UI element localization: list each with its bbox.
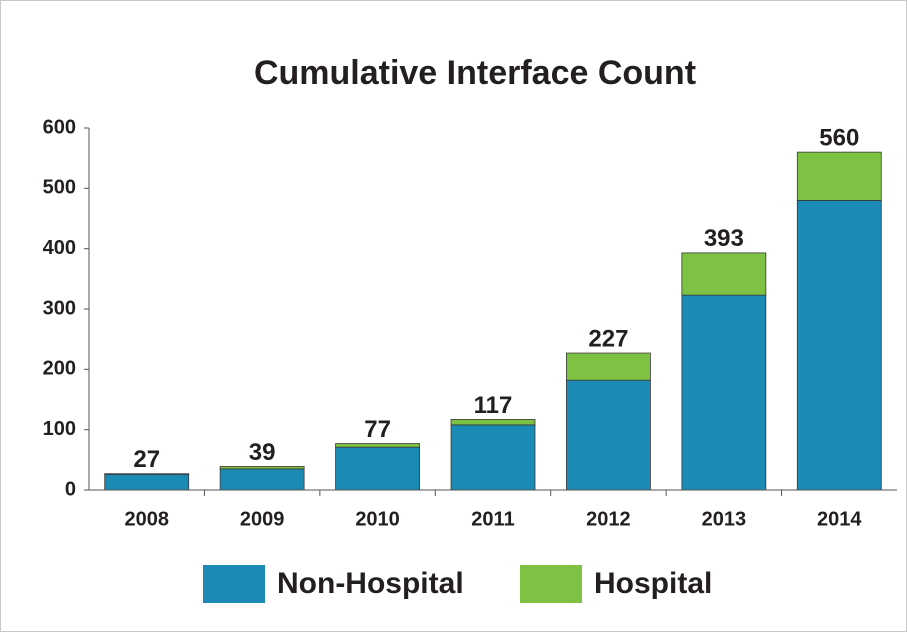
bar-segment — [335, 446, 420, 491]
legend-label: Hospital — [594, 567, 712, 600]
bar-segment — [566, 352, 651, 381]
bar-segment — [335, 443, 420, 448]
legend-swatch — [203, 565, 265, 603]
bar-segment — [796, 199, 882, 491]
y-tick-label: 100 — [43, 418, 76, 440]
legend-swatch — [520, 565, 582, 603]
total-label: 560 — [819, 124, 859, 151]
x-tick-label: 2014 — [817, 508, 862, 530]
bar-segment — [219, 466, 305, 470]
y-tick-label: 500 — [43, 177, 76, 199]
bar-segment — [219, 468, 305, 491]
chart-title: Cumulative Interface Count — [254, 54, 696, 92]
x-tick-label: 2008 — [124, 508, 169, 530]
y-tick-label: 600 — [43, 116, 76, 138]
x-tick-label: 2011 — [471, 508, 514, 530]
y-tick-label: 300 — [43, 297, 76, 319]
bar-segment — [796, 151, 882, 201]
x-tick-label: 2009 — [240, 508, 285, 530]
y-tick-label: 400 — [43, 237, 76, 259]
total-label: 393 — [704, 225, 744, 252]
total-label: 77 — [364, 416, 391, 443]
y-tick-label: 200 — [43, 358, 76, 380]
bar-segment — [104, 473, 190, 491]
bar-segment — [450, 419, 536, 426]
total-label: 117 — [474, 392, 513, 419]
total-label: 39 — [249, 439, 276, 466]
y-tick-label: 0 — [65, 478, 76, 500]
bar-segment — [104, 473, 190, 475]
x-tick-label: 2013 — [702, 508, 747, 530]
total-label: 27 — [133, 446, 160, 473]
total-label: 227 — [588, 325, 628, 352]
bar-segment — [681, 252, 767, 296]
legend-label: Non-Hospital — [277, 567, 464, 600]
bar-segment — [566, 379, 651, 491]
bar-segment — [681, 294, 767, 491]
x-tick-label: 2012 — [586, 508, 631, 530]
x-tick-label: 2010 — [355, 508, 400, 530]
bar-segment — [450, 424, 536, 491]
